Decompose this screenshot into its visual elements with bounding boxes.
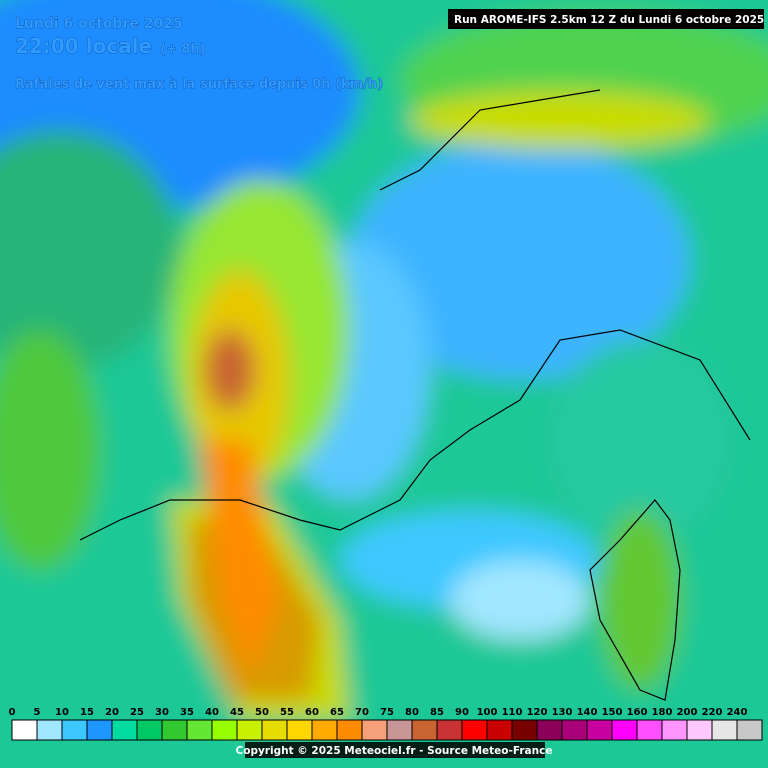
legend-label: 60 [305, 707, 319, 718]
legend-swatch [736, 719, 763, 741]
legend-label: 100 [477, 707, 498, 718]
corsica-outline [589, 499, 681, 701]
legend-swatch [611, 719, 638, 741]
legend-swatch [311, 719, 338, 741]
legend-swatch [161, 719, 188, 741]
legend-label: 150 [602, 707, 623, 718]
copyright: Copyright © 2025 Meteociel.fr - Source M… [236, 745, 553, 757]
legend-swatch [186, 719, 213, 741]
legend-swatch [636, 719, 663, 741]
legend-swatch [486, 719, 513, 741]
copyright-box [245, 742, 545, 758]
legend-label: 0 [9, 707, 16, 718]
legend-swatch [461, 719, 488, 741]
legend-swatch [436, 719, 463, 741]
legend-label: 40 [205, 707, 219, 718]
legend-swatch [61, 719, 88, 741]
legend-label: 220 [702, 707, 723, 718]
legend-label: 140 [577, 707, 598, 718]
legend-label: 120 [527, 707, 548, 718]
legend-label: 70 [355, 707, 369, 718]
legend-label: 160 [627, 707, 648, 718]
legend-label: 65 [330, 707, 344, 718]
legend-label: 240 [727, 707, 748, 718]
legend-swatch [661, 719, 688, 741]
run-info: Run AROME-IFS 2.5km 12 Z du Lundi 6 octo… [454, 14, 764, 26]
subtitle: Rafales de vent max à la surface depuis … [15, 77, 383, 92]
legend-swatch [536, 719, 563, 741]
legend-swatch [11, 719, 38, 741]
legend-label: 5 [34, 707, 41, 718]
legend-swatch [111, 719, 138, 741]
date: Lundi 6 octobre 2025 [15, 16, 183, 32]
legend-swatch [361, 719, 388, 741]
border [379, 89, 601, 191]
time: 22:00 locale [15, 34, 152, 58]
legend-swatch [686, 719, 713, 741]
run-box [448, 9, 764, 29]
legend-label: 50 [255, 707, 269, 718]
legend-label: 110 [502, 707, 523, 718]
legend-label: 45 [230, 707, 244, 718]
legend-label: 25 [130, 707, 144, 718]
legend-swatch [336, 719, 363, 741]
legend-label: 20 [105, 707, 119, 718]
legend-swatch [261, 719, 288, 741]
legend-swatch [211, 719, 238, 741]
legend-swatch [36, 719, 63, 741]
legend-label: 15 [80, 707, 94, 718]
legend-label: 35 [180, 707, 194, 718]
offset: (+ 8h) [160, 42, 206, 57]
legend-swatch [711, 719, 738, 741]
legend-swatch [286, 719, 313, 741]
legend-swatch [136, 719, 163, 741]
legend-label: 10 [55, 707, 69, 718]
legend-label: 75 [380, 707, 394, 718]
legend-label: 55 [280, 707, 294, 718]
legend-swatch [86, 719, 113, 741]
legend-label: 80 [405, 707, 419, 718]
legend-swatch [561, 719, 588, 741]
legend-label: 200 [677, 707, 698, 718]
legend-label: 30 [155, 707, 169, 718]
legend-label: 85 [430, 707, 444, 718]
legend-swatch [411, 719, 438, 741]
legend-swatch [236, 719, 263, 741]
legend-swatch [511, 719, 538, 741]
legend-swatch [586, 719, 613, 741]
coastline [79, 329, 751, 541]
legend-swatch [386, 719, 413, 741]
legend-label: 180 [652, 707, 673, 718]
legend-label: 90 [455, 707, 469, 718]
legend-label: 130 [552, 707, 573, 718]
